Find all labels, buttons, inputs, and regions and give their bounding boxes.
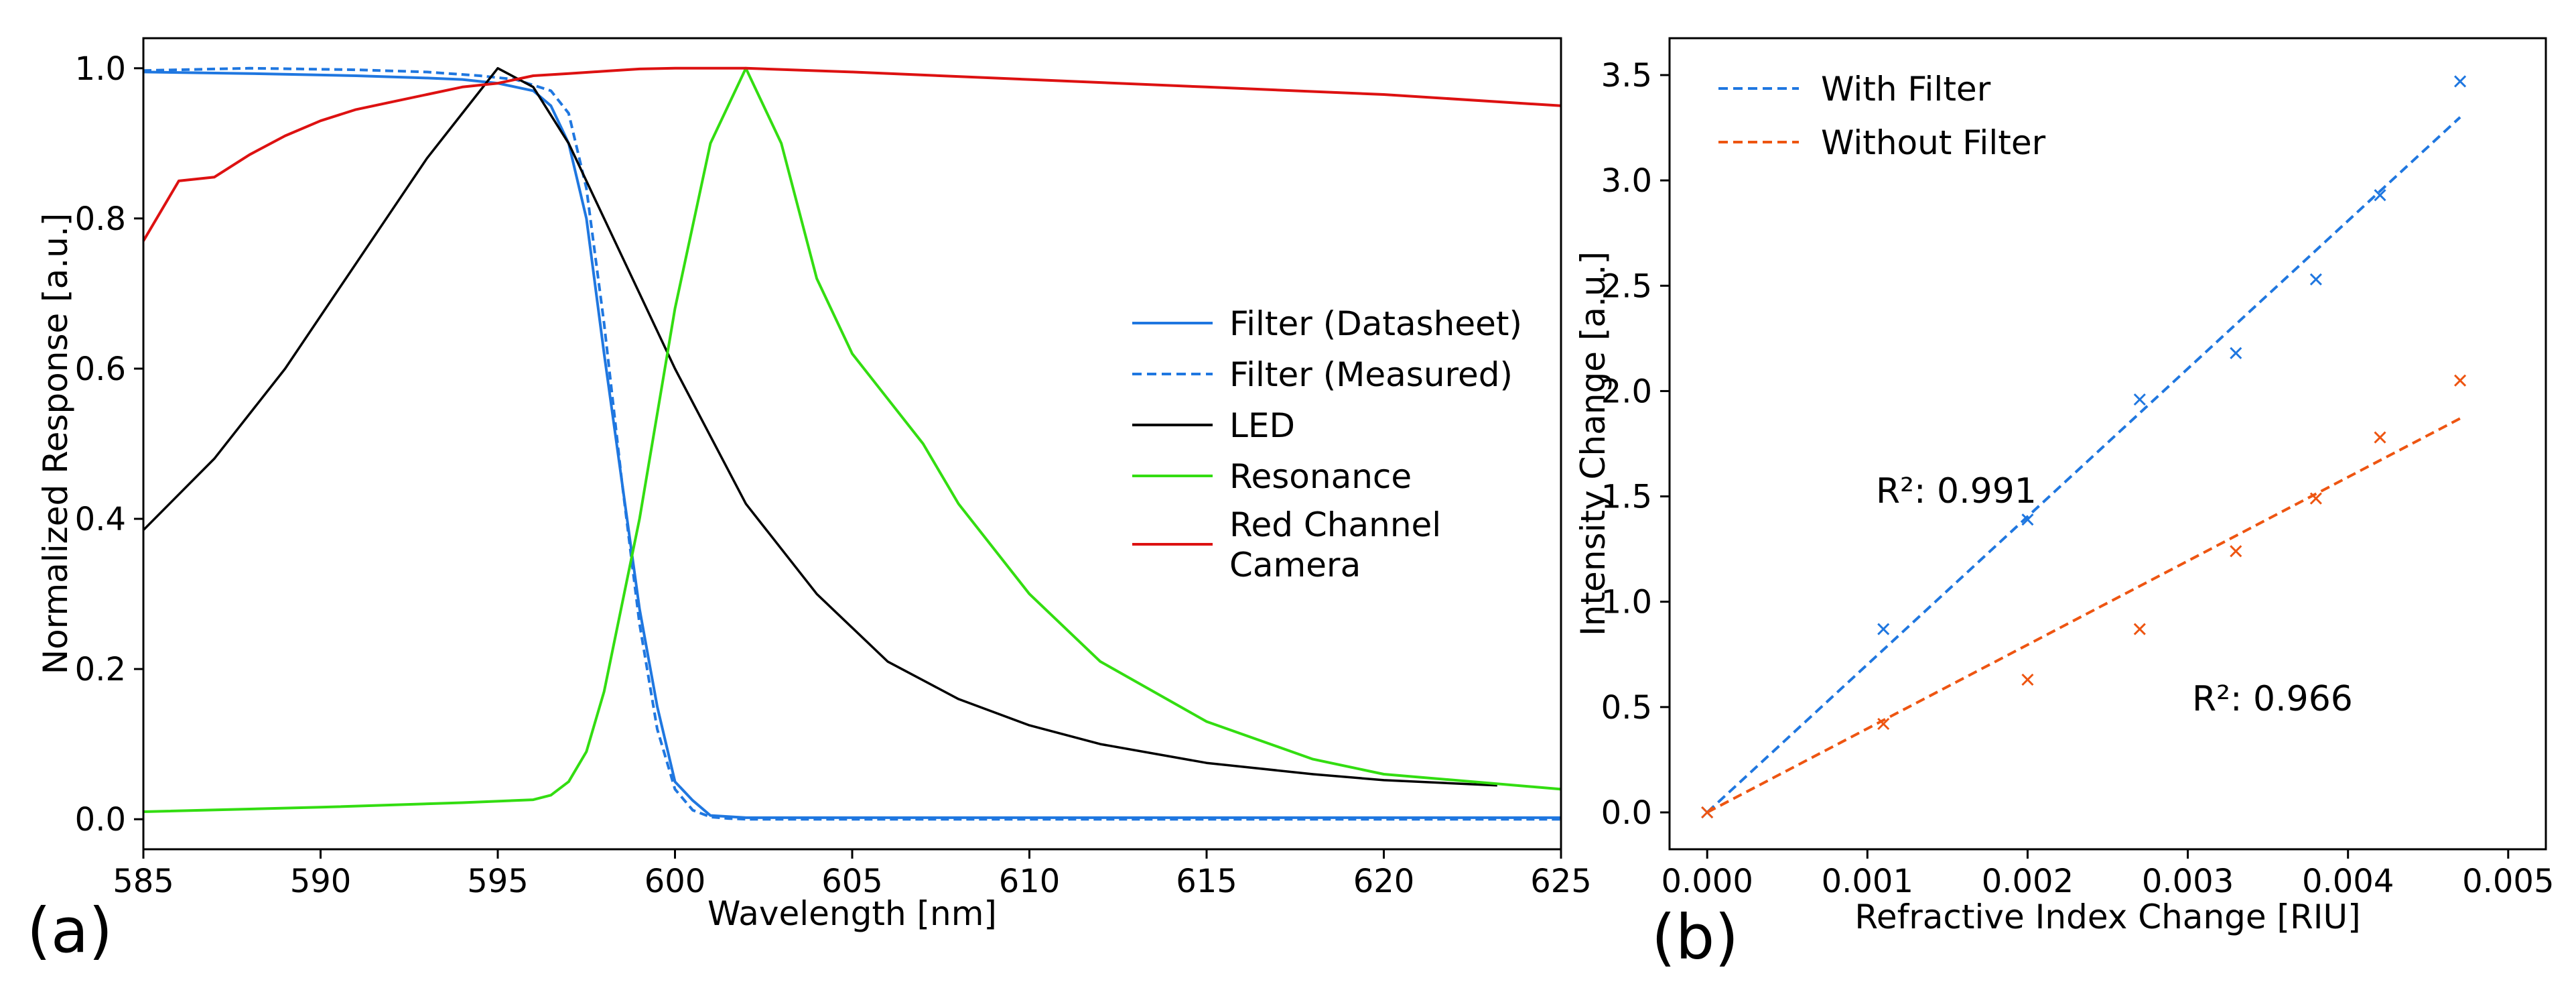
panel-a-label: (a) xyxy=(27,895,113,967)
legend-label-with-filter: With Filter xyxy=(1821,70,1991,109)
panel-a-y-tick-label: 1.0 xyxy=(75,50,126,88)
r2-annotation-with-filter: R²: 0.991 xyxy=(1876,471,2037,511)
panel-a-y-tick-label: 0.0 xyxy=(75,801,126,839)
panel-b-fit-lines xyxy=(1706,116,2461,814)
data-point-with-filter xyxy=(2021,513,2034,526)
panel-b-y-tick-label: 3.5 xyxy=(1601,57,1652,95)
panel-a-x-tick-label: 610 xyxy=(999,863,1061,900)
data-point-with-filter xyxy=(2133,393,2146,406)
panel-a-x-tick-label: 625 xyxy=(1530,863,1592,900)
legend-label-filter-datasheet: Filter (Datasheet) xyxy=(1229,304,1522,343)
panel-a-legend: Filter (Datasheet) Filter (Measured) LED… xyxy=(1132,304,1522,584)
fit-line-with-filter xyxy=(1706,116,2461,814)
data-point-without-filter xyxy=(2021,673,2034,686)
series-line-filter-measured xyxy=(143,66,1561,821)
panel-a-plot-frame xyxy=(142,37,1562,851)
panel-a-y-tick-label: 0.4 xyxy=(75,501,126,538)
r2-annotation-without-filter: R²: 0.966 xyxy=(2192,679,2353,719)
data-point-without-filter xyxy=(2454,374,2467,387)
panel-b-y-tick-label: 3.0 xyxy=(1601,162,1652,200)
series-line-resonance xyxy=(143,66,1562,813)
panel-b-y-tick-label: 1.0 xyxy=(1601,584,1652,621)
panel-a-x-tick-label: 615 xyxy=(1176,863,1237,900)
series-line-red-channel-camera xyxy=(142,66,1562,242)
panel-a-x-tick-label: 620 xyxy=(1353,863,1415,900)
legend-label-led: LED xyxy=(1229,406,1295,445)
panel-b-x-tick-label: 0.000 xyxy=(1661,863,1753,900)
panel-a-x-tick-label: 595 xyxy=(467,863,529,900)
panel-a-series-lines xyxy=(142,66,1562,821)
panel-a-y-tick-label: 0.6 xyxy=(75,351,126,388)
data-point-with-filter xyxy=(2309,273,2322,286)
panel-a-x-tick-label: 600 xyxy=(645,863,706,900)
panel-b-y-axis-label: Intensity Change [a.u.] xyxy=(1574,251,1613,636)
legend-label-red-channel-camera-line2: Camera xyxy=(1229,546,1361,584)
fit-line-without-filter xyxy=(1706,417,2461,814)
data-point-without-filter xyxy=(2374,431,2386,444)
panel-b-y-tick-label: 0.0 xyxy=(1601,794,1652,832)
panel-b: 0.000 0.001 0.002 0.003 0.004 0.005 0.0 0.5 1.0 1… xyxy=(1574,37,2555,973)
panel-b-x-tick-label: 0.003 xyxy=(2142,863,2234,900)
panel-b-x-tick-label: 0.005 xyxy=(2462,863,2554,900)
panel-b-y-tick-label: 0.5 xyxy=(1601,689,1652,727)
data-point-with-filter xyxy=(2230,347,2242,359)
panel-a-x-tick-label: 590 xyxy=(290,863,352,900)
data-point-without-filter xyxy=(2133,623,2146,635)
legend-label-without-filter: Without Filter xyxy=(1821,123,2046,162)
legend-label-resonance: Resonance xyxy=(1229,457,1412,496)
panel-a-y-tick-label: 0.2 xyxy=(75,651,126,688)
panel-b-legend: With Filter Without Filter xyxy=(1718,70,2046,162)
legend-label-filter-measured: Filter (Measured) xyxy=(1229,355,1513,394)
data-point-with-filter xyxy=(2374,189,2386,202)
panel-b-x-axis-label: Refractive Index Change [RIU] xyxy=(1854,898,2360,936)
panel-b-y-tick-label: 2.0 xyxy=(1601,373,1652,410)
panel-b-ticks: 0.000 0.001 0.002 0.003 0.004 0.005 0.0 0.5 1.0 1… xyxy=(1601,57,2555,900)
panel-b-y-tick-label: 1.5 xyxy=(1601,479,1652,516)
panel-b-x-tick-label: 0.004 xyxy=(2302,863,2394,900)
panel-b-data-points xyxy=(1701,75,2467,819)
panel-a-x-tick-label: 605 xyxy=(821,863,883,900)
legend-label-red-channel-camera-line1: Red Channel xyxy=(1229,505,1441,544)
panel-a: 585 590 595 600 605 610 615 620 625 0.0 0.2 0.4 0.6 0… xyxy=(27,37,1592,967)
panel-a-y-tick-label: 0.8 xyxy=(75,200,126,238)
data-point-with-filter xyxy=(2454,75,2467,88)
panel-a-y-axis-label: Normalized Response [a.u.] xyxy=(36,213,75,675)
panel-a-x-tick-label: 585 xyxy=(113,863,174,900)
data-point-with-filter xyxy=(1877,623,1890,635)
series-line-filter-datasheet xyxy=(143,70,1561,819)
data-point-without-filter xyxy=(1877,717,1890,731)
panel-b-plot-frame xyxy=(1668,37,2547,851)
panel-a-ticks: 585 590 595 600 605 610 615 620 625 0.0 0.2 0.4 0.6 0… xyxy=(75,50,1592,900)
data-point-without-filter xyxy=(1701,806,1714,819)
panel-a-x-axis-label: Wavelength [nm] xyxy=(707,894,997,933)
data-point-without-filter xyxy=(2230,545,2242,558)
data-point-without-filter xyxy=(2309,492,2322,505)
panel-b-x-tick-label: 0.001 xyxy=(1822,863,1913,900)
series-line-led xyxy=(142,67,1497,787)
panel-b-label: (b) xyxy=(1651,902,1739,973)
panel-b-y-tick-label: 2.5 xyxy=(1601,267,1652,305)
panel-b-x-tick-label: 0.002 xyxy=(1982,863,2074,900)
